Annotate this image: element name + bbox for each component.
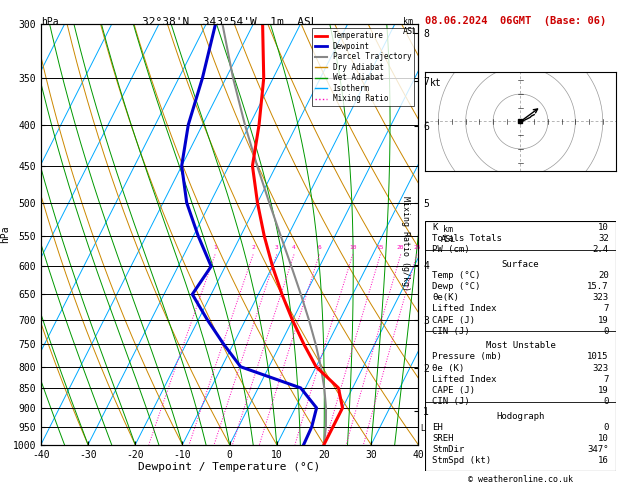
Text: Totals Totals: Totals Totals <box>432 234 502 243</box>
Text: 2.4: 2.4 <box>593 245 609 254</box>
Text: StmSpd (kt): StmSpd (kt) <box>432 456 491 465</box>
Text: 10: 10 <box>349 245 357 250</box>
Text: StmDir: StmDir <box>432 445 464 454</box>
Text: K: K <box>432 223 438 232</box>
Text: 19: 19 <box>598 315 609 325</box>
Text: 20: 20 <box>397 245 404 250</box>
Text: © weatheronline.co.uk: © weatheronline.co.uk <box>468 474 573 484</box>
Text: 347°: 347° <box>587 445 609 454</box>
Text: kt: kt <box>430 78 442 87</box>
Text: Lifted Index: Lifted Index <box>432 304 497 313</box>
Text: 323: 323 <box>593 364 609 373</box>
Text: 6: 6 <box>318 245 321 250</box>
Text: CAPE (J): CAPE (J) <box>432 386 476 395</box>
Text: 0: 0 <box>603 423 609 432</box>
Text: LCL: LCL <box>420 424 434 433</box>
Text: 10: 10 <box>598 223 609 232</box>
Text: Pressure (mb): Pressure (mb) <box>432 352 502 362</box>
Text: 7: 7 <box>603 375 609 384</box>
Text: 20: 20 <box>598 271 609 280</box>
Text: CAPE (J): CAPE (J) <box>432 315 476 325</box>
Text: θe(K): θe(K) <box>432 293 459 302</box>
Text: Dewp (°C): Dewp (°C) <box>432 282 481 291</box>
Text: 32: 32 <box>598 234 609 243</box>
Legend: Temperature, Dewpoint, Parcel Trajectory, Dry Adiabat, Wet Adiabat, Isotherm, Mi: Temperature, Dewpoint, Parcel Trajectory… <box>312 28 415 106</box>
Text: 7: 7 <box>603 304 609 313</box>
Text: 2: 2 <box>251 245 255 250</box>
Text: hPa: hPa <box>41 17 58 27</box>
Text: Lifted Index: Lifted Index <box>432 375 497 384</box>
Text: PW (cm): PW (cm) <box>432 245 470 254</box>
Text: Surface: Surface <box>502 260 539 269</box>
Text: 16: 16 <box>598 456 609 465</box>
Text: SREH: SREH <box>432 434 454 443</box>
Text: Temp (°C): Temp (°C) <box>432 271 481 280</box>
Text: km
ASL: km ASL <box>403 17 418 36</box>
Text: 1: 1 <box>213 245 217 250</box>
Y-axis label: hPa: hPa <box>0 226 9 243</box>
Text: CIN (J): CIN (J) <box>432 327 470 336</box>
Y-axis label: km
ASL: km ASL <box>441 225 456 244</box>
Text: CIN (J): CIN (J) <box>432 397 470 406</box>
Text: Mixing Ratio (g/kg): Mixing Ratio (g/kg) <box>401 195 410 291</box>
Text: 08.06.2024  06GMT  (Base: 06): 08.06.2024 06GMT (Base: 06) <box>425 16 606 26</box>
Text: 15: 15 <box>377 245 384 250</box>
Text: 0: 0 <box>603 397 609 406</box>
X-axis label: Dewpoint / Temperature (°C): Dewpoint / Temperature (°C) <box>138 462 321 472</box>
Text: 15.7: 15.7 <box>587 282 609 291</box>
Text: θe (K): θe (K) <box>432 364 464 373</box>
Text: 32°38'N  343°54'W  1m  ASL: 32°38'N 343°54'W 1m ASL <box>142 17 318 27</box>
Text: 4: 4 <box>292 245 296 250</box>
Text: 10: 10 <box>598 434 609 443</box>
Text: 3: 3 <box>275 245 279 250</box>
Text: EH: EH <box>432 423 443 432</box>
Text: Hodograph: Hodograph <box>496 412 545 421</box>
Text: 323: 323 <box>593 293 609 302</box>
Text: 19: 19 <box>598 386 609 395</box>
Text: Most Unstable: Most Unstable <box>486 341 555 350</box>
Text: 1015: 1015 <box>587 352 609 362</box>
Text: 25: 25 <box>413 245 421 250</box>
Text: 0: 0 <box>603 327 609 336</box>
